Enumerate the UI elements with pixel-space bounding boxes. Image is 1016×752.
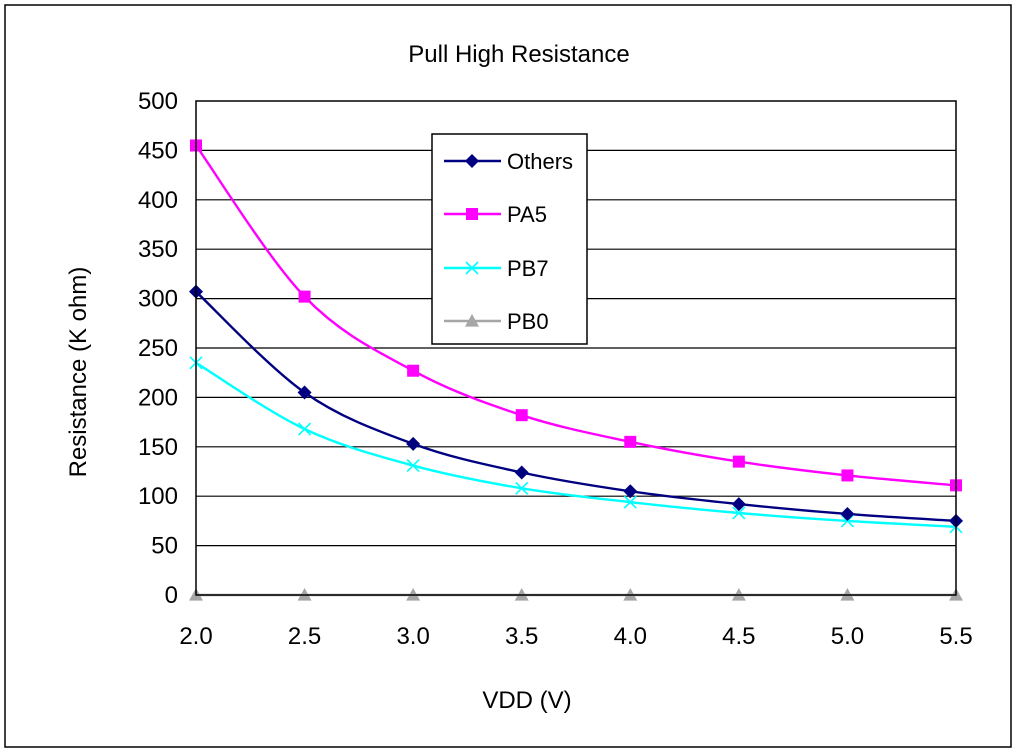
y-tick-labels: 0 50 100 150 200 250 300 350 400 450 500 <box>138 88 178 609</box>
y-tick-label: 250 <box>138 335 178 362</box>
y-tick-label: 0 <box>165 582 178 609</box>
x-tick-label: 5.5 <box>939 623 972 650</box>
legend-marker-pb0 <box>465 314 479 327</box>
x-tick-labels: 2.0 2.5 3.0 3.5 4.0 4.5 5.0 5.5 <box>179 623 972 650</box>
data-point-pb7 <box>406 459 420 473</box>
legend-label-pa5: PA5 <box>507 202 547 227</box>
legend: Others PA5 PB7 PB0 <box>431 133 588 345</box>
y-axis-label: Resistance (K ohm) <box>65 267 92 478</box>
legend-marker-pa5 <box>466 208 478 220</box>
data-point-others <box>840 506 855 521</box>
data-point-others <box>514 465 529 480</box>
x-axis-label: VDD (V) <box>482 687 571 714</box>
data-point-pa5 <box>624 435 637 448</box>
legend-marker-pb7 <box>465 261 479 275</box>
y-tick-label: 400 <box>138 187 178 214</box>
legend-label-pb0: PB0 <box>507 309 549 334</box>
data-point-others <box>406 436 421 451</box>
x-tick-label: 4.0 <box>614 623 647 650</box>
y-tick-label: 200 <box>138 384 178 411</box>
chart-title: Pull High Resistance <box>408 41 629 68</box>
data-point-pa5 <box>515 409 528 422</box>
legend-marker-others <box>465 154 479 168</box>
x-tick-label: 4.5 <box>722 623 755 650</box>
y-tick-label: 100 <box>138 483 178 510</box>
data-point-pa5 <box>407 364 420 377</box>
data-point-pa5 <box>732 455 745 468</box>
chart-outer-border <box>4 4 1012 748</box>
legend-box <box>431 133 588 345</box>
data-point-pb7 <box>515 481 529 495</box>
y-tick-label: 50 <box>151 533 178 560</box>
data-point-pa5 <box>841 469 854 482</box>
y-tick-label: 450 <box>138 137 178 164</box>
data-point-pb7 <box>732 506 746 520</box>
plot-area-border <box>195 100 957 596</box>
x-tick-label: 2.0 <box>179 623 212 650</box>
data-point-others <box>731 497 746 512</box>
x-tick-label: 3.0 <box>396 623 429 650</box>
legend-label-others: Others <box>507 149 573 174</box>
y-tick-label: 150 <box>138 434 178 461</box>
data-point-pb7 <box>298 422 312 436</box>
data-point-others <box>623 484 638 499</box>
y-tick-label: 500 <box>138 88 178 115</box>
y-tick-label: 300 <box>138 286 178 313</box>
y-tick-label: 350 <box>138 236 178 263</box>
x-tick-label: 3.5 <box>505 623 538 650</box>
x-tick-label: 2.5 <box>288 623 321 650</box>
legend-label-pb7: PB7 <box>507 256 549 281</box>
data-point-others <box>297 385 312 400</box>
x-tick-label: 5.0 <box>831 623 864 650</box>
series-line-pb7 <box>195 361 957 529</box>
data-point-pb7 <box>623 495 637 509</box>
data-point-pa5 <box>298 290 311 303</box>
